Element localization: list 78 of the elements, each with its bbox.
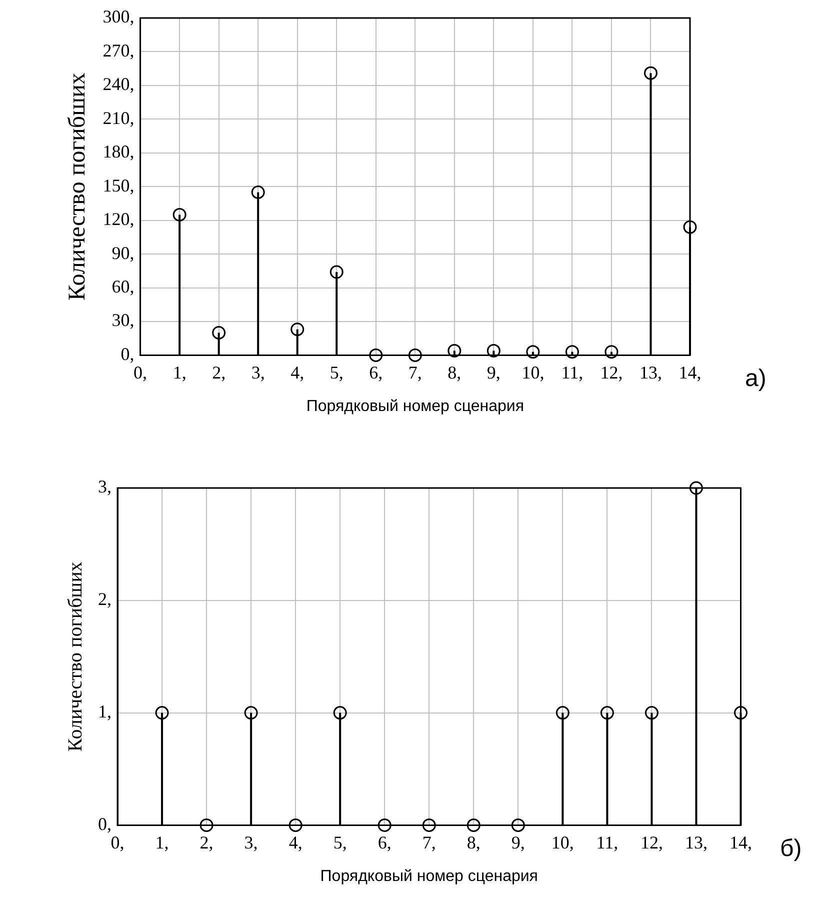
text: б) xyxy=(780,835,802,863)
y-tick-label: 90, xyxy=(112,242,134,263)
y-axis-title: Количество погибших xyxy=(64,72,91,301)
y-tick-label: 3, xyxy=(98,476,112,497)
y-tick-label: 0, xyxy=(120,344,134,364)
x-axis-title: Порядковый номер сценария xyxy=(306,398,524,415)
x-tick-label: 9, xyxy=(511,832,525,853)
point xyxy=(212,326,226,340)
y-tick-label: 210, xyxy=(102,108,134,128)
point xyxy=(330,265,344,279)
point xyxy=(244,706,258,720)
x-tick-label: 7, xyxy=(408,362,422,383)
x-tick-label: 14, xyxy=(678,362,702,383)
point xyxy=(369,348,383,362)
point xyxy=(466,818,480,832)
point xyxy=(378,818,392,832)
x-tick-label: 9, xyxy=(486,362,500,383)
x-tick-label: 0, xyxy=(134,362,148,383)
x-tick-label: 8, xyxy=(466,832,480,853)
x-tick-label: 3, xyxy=(244,832,258,853)
y-tick-label: 300, xyxy=(102,6,134,27)
point xyxy=(511,818,525,832)
point xyxy=(565,345,579,359)
x-tick-label: 10, xyxy=(551,832,574,853)
x-tick-label: 3, xyxy=(251,362,265,383)
point xyxy=(288,818,302,832)
y-tick-label: 180, xyxy=(102,142,134,162)
y-tick-label: 1, xyxy=(98,702,112,722)
point xyxy=(604,345,618,359)
y-tick-label: 150, xyxy=(102,175,134,196)
x-axis-title: Порядковый номер сценария xyxy=(320,868,538,885)
point xyxy=(251,185,265,199)
y-axis-title: Количество погибших xyxy=(64,562,86,752)
point xyxy=(422,818,436,832)
point xyxy=(556,706,570,720)
x-tick-label: 10, xyxy=(522,362,544,383)
y-tick-label: 240, xyxy=(102,74,134,94)
x-tick-label: 14, xyxy=(730,832,752,853)
x-tick-label: 8, xyxy=(448,362,462,383)
point xyxy=(408,348,422,362)
point xyxy=(155,706,169,720)
point xyxy=(290,322,304,336)
y-tick-label: 30, xyxy=(112,310,134,330)
x-tick-label: 6, xyxy=(369,362,383,383)
point xyxy=(644,706,658,720)
point xyxy=(200,818,214,832)
x-tick-label: 4, xyxy=(288,832,302,853)
y-tick-label: 60, xyxy=(112,276,134,296)
point xyxy=(333,706,347,720)
point xyxy=(486,344,500,358)
point xyxy=(526,345,540,359)
x-tick-label: 1, xyxy=(155,832,169,853)
point xyxy=(644,66,658,80)
x-tick-label: 11, xyxy=(561,362,584,383)
x-tick-label: 12, xyxy=(600,362,623,383)
x-tick-label: 4, xyxy=(290,362,304,383)
x-tick-label: 5, xyxy=(330,362,344,383)
x-tick-label: 2, xyxy=(200,832,214,853)
x-tick-label: 5, xyxy=(333,832,347,853)
x-tick-label: 11, xyxy=(596,832,618,853)
point xyxy=(172,208,186,222)
point xyxy=(734,706,748,720)
point xyxy=(683,220,697,234)
y-tick-label: 120, xyxy=(102,209,134,230)
x-tick-label: 7, xyxy=(422,832,436,853)
x-tick-label: 12, xyxy=(640,832,663,853)
x-tick-label: 1, xyxy=(172,362,186,383)
x-tick-label: 6, xyxy=(378,832,392,853)
point xyxy=(689,481,703,495)
x-tick-label: 13, xyxy=(684,832,708,853)
point xyxy=(448,344,462,358)
y-tick-label: 270, xyxy=(102,40,134,60)
text: а) xyxy=(745,365,766,393)
x-tick-label: 13, xyxy=(639,362,662,383)
x-tick-label: 2, xyxy=(212,362,226,383)
y-tick-label: 2, xyxy=(98,589,112,610)
point xyxy=(600,706,614,720)
y-tick-label: 0, xyxy=(98,814,112,834)
